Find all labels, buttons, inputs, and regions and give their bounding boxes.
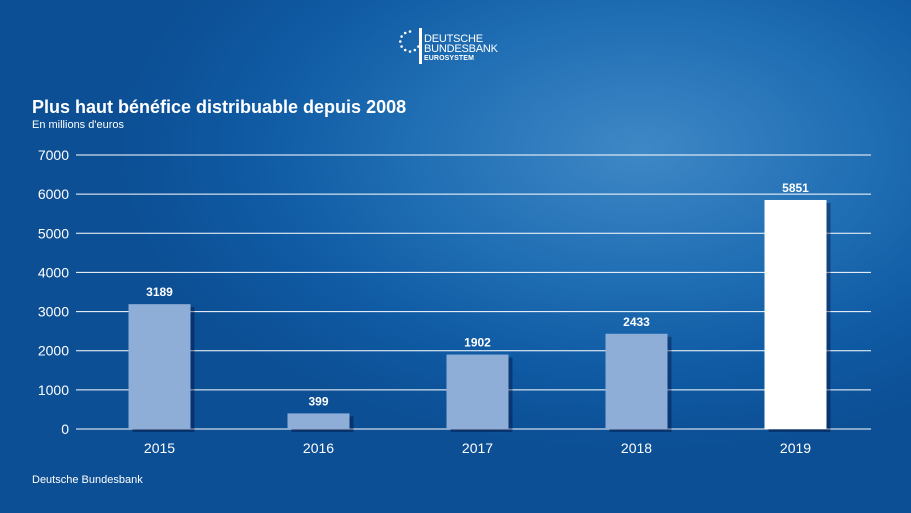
y-tick-label-4000: 4000 (38, 264, 69, 280)
x-tick-label-2016: 2016 (303, 440, 334, 456)
y-tick-label-2000: 2000 (38, 343, 69, 359)
y-axis-ticks: 0 1000 2000 3000 4000 5000 6000 7000 (38, 147, 69, 437)
x-tick-label-2015: 2015 (144, 440, 175, 456)
bars: 3189 399 1902 2433 5851 (128, 181, 831, 432)
logo-text: DEUTSCHE BUNDESBANK EUROSYSTEM (424, 34, 498, 64)
y-tick-label-5000: 5000 (38, 225, 69, 241)
bar-2018 (605, 333, 668, 429)
data-label-2015: 3189 (146, 285, 173, 299)
data-label-2016: 399 (308, 394, 328, 408)
y-tick-label-7000: 7000 (38, 147, 69, 163)
bar-2019 (764, 199, 827, 429)
y-tick-label-3000: 3000 (38, 304, 69, 320)
bar-2015 (128, 304, 191, 429)
chart-title: Plus haut bénéfice distribuable depuis 2… (32, 97, 407, 117)
y-tick-label-6000: 6000 (38, 186, 69, 202)
x-tick-label-2018: 2018 (621, 440, 652, 456)
source-note: Deutsche Bundesbank (32, 474, 143, 486)
data-label-2019: 5851 (782, 181, 809, 195)
chart-subtitle: En millions d'euros (32, 119, 124, 131)
y-tick-label-0: 0 (61, 421, 69, 437)
data-label-2018: 2433 (623, 315, 650, 329)
logo-line-1: DEUTSCHE (424, 33, 483, 45)
bundesbank-logo: DEUTSCHE BUNDESBANK EUROSYSTEM (397, 28, 517, 73)
logo-line-3: EUROSYSTEM (424, 55, 475, 62)
x-tick-label-2019: 2019 (780, 440, 811, 456)
x-tick-label-2017: 2017 (462, 440, 493, 456)
logo-line-2: BUNDESBANK (424, 43, 498, 55)
y-tick-label-1000: 1000 (38, 382, 69, 398)
data-label-2017: 1902 (464, 336, 491, 350)
x-axis-labels: 2015 2016 2017 2018 2019 (144, 440, 811, 456)
euro-stars-icon (399, 28, 422, 64)
bar-2017 (446, 354, 509, 429)
bar-2016 (287, 413, 350, 429)
